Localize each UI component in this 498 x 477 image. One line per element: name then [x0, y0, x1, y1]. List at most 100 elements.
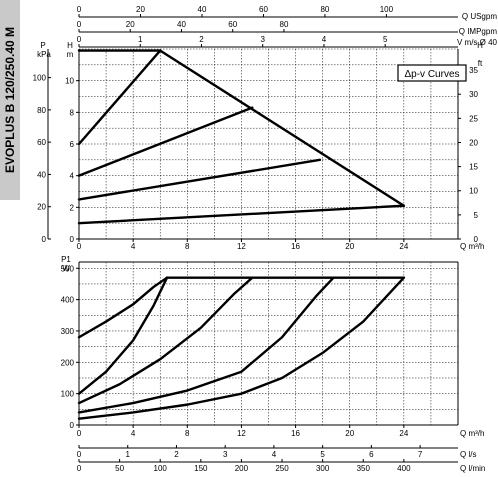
x-tick-label: 4: [131, 429, 136, 438]
x-tick-label: 24: [399, 242, 408, 251]
power-curve-3: [77, 276, 254, 405]
bottom-axis-tick-label: 2: [174, 450, 179, 459]
y-tick-label-kpa: 100: [33, 74, 47, 83]
bottom-axis-tick-label: 350: [357, 464, 371, 473]
bottom-axis-tick-label: 3: [223, 450, 228, 459]
x-axis-label: Q m³/h: [460, 242, 484, 251]
head-curve-1: [159, 49, 406, 207]
bottom-axis-tick-label: 100: [154, 464, 168, 473]
x-tick-label: 12: [237, 242, 246, 251]
bottom-axis-tick-label: 0: [77, 450, 82, 459]
y-tick-label-kpa: 20: [37, 203, 46, 212]
y-tick-label-ft: 25: [469, 114, 478, 123]
y-tick-label-m: 0: [70, 235, 75, 244]
y-tick-label-ft: 10: [469, 187, 478, 196]
y-tick-label-m: 4: [70, 172, 75, 181]
y-tick-label-m: 2: [70, 203, 75, 212]
top-axis-tick-label: 0: [77, 5, 82, 14]
head-curve-5: [77, 204, 406, 225]
y-tick-label-kpa: 40: [37, 170, 46, 179]
top-axis-tick-label: 40: [177, 20, 186, 29]
x-tick-label: 0: [77, 242, 82, 251]
head-chart-panel: 0 4 8 12 16 20 24 Q m³/h0246810020406080100PkPa…: [33, 5, 498, 251]
bottom-axis-tick-label: 200: [235, 464, 249, 473]
y-axis-label-w: W: [62, 264, 70, 273]
top-axis-tick-label: 1: [138, 35, 143, 44]
power-curve-5: [77, 276, 406, 420]
top-axis-tick-label: 0: [77, 35, 82, 44]
bottom-axis-tick-label: 6: [369, 450, 374, 459]
head-curve-2: [77, 49, 162, 146]
top-axis-tick-label: 20: [126, 20, 135, 29]
y-axis-label-kpa-unit: kPa: [37, 50, 51, 59]
y-tick-label-ft: 30: [469, 90, 478, 99]
y-tick-label-m: 6: [70, 140, 75, 149]
top-axis-tick-label: 2: [199, 35, 204, 44]
y-axis-label-ft-h: H: [477, 41, 483, 50]
top-axis-tick-label: 20: [136, 5, 145, 14]
bottom-axis-tick-label: 300: [316, 464, 330, 473]
x-tick-label: 16: [291, 429, 300, 438]
head-curve-3: [77, 106, 254, 177]
x-tick-label: 20: [345, 429, 354, 438]
top-axis-tick-label: 5: [383, 35, 388, 44]
y-tick-label-ft: 0: [474, 235, 479, 244]
y-tick-label-kpa: 60: [37, 138, 46, 147]
y-tick-label-m: 10: [65, 77, 74, 86]
y-tick-label-kpa: 80: [37, 106, 46, 115]
y-axis-label-p1: P1: [61, 255, 71, 264]
bottom-axis-tick-label: 4: [272, 450, 277, 459]
y-tick-label-ft: 20: [469, 138, 478, 147]
bottom-axis-tick-label: 50: [115, 464, 124, 473]
y-tick-label-ft: 35: [469, 66, 478, 75]
x-tick-label: 24: [399, 429, 408, 438]
y-tick-label-w: 500: [61, 264, 75, 273]
x-tick-label: 8: [185, 242, 190, 251]
top-axis-tick-label: 100: [380, 5, 394, 14]
top-axis-tick-label: 60: [228, 20, 237, 29]
bottom-axis-tick-label: 1: [126, 450, 131, 459]
y-tick-label-kpa: 0: [42, 235, 47, 244]
x-tick-label: 8: [185, 429, 190, 438]
x-tick-label: 12: [237, 429, 246, 438]
y-tick-label-w: 100: [61, 390, 75, 399]
y-tick-label-ft: 5: [474, 211, 479, 220]
y-axis-label-m-h: H: [67, 41, 73, 50]
y-tick-label-w: 400: [61, 296, 75, 305]
y-axis-label-kpa-p: P: [40, 41, 45, 50]
top-axis-tick-label: 40: [198, 5, 207, 14]
top-axis-tick-label: 0: [77, 20, 82, 29]
top-axis-label: Q IMPgpm: [459, 27, 498, 36]
bottom-axis-tick-label: 400: [397, 464, 411, 473]
top-axis-tick-label: 80: [280, 20, 289, 29]
bottom-axis-label: Q l/min: [460, 464, 485, 473]
bottom-axis-tick-label: 7: [418, 450, 423, 459]
x-tick-label: 0: [77, 429, 82, 438]
bottom-axis-tick-label: 250: [275, 464, 289, 473]
y-tick-label-w: 300: [61, 327, 75, 336]
top-axis-tick-label: 80: [320, 5, 329, 14]
top-axis-tick-label: 60: [259, 5, 268, 14]
top-axis-label: V m/s Ø 40: [457, 38, 498, 47]
y-tick-label-ft: 15: [469, 163, 478, 172]
side-title-band: [0, 0, 20, 200]
y-tick-label-m: 8: [70, 108, 75, 117]
bottom-axis-tick-label: 150: [194, 464, 208, 473]
legend-label: Δp-v Curves: [404, 69, 459, 80]
bottom-axis-label: Q l/s: [460, 450, 476, 459]
y-tick-label-w: 0: [70, 421, 75, 430]
power-curve-1: [77, 276, 169, 339]
bottom-axis-tick-label: 5: [320, 450, 325, 459]
top-axis-tick-label: 4: [322, 35, 327, 44]
power-curve-2: [77, 276, 169, 395]
bottom-axis-tick-label: 0: [77, 464, 82, 473]
x-tick-label: 4: [131, 242, 136, 251]
x-tick-label: 20: [345, 242, 354, 251]
top-axis-tick-label: 3: [260, 35, 265, 44]
x-tick-label: 16: [291, 242, 300, 251]
legend-box: [397, 64, 467, 82]
top-axis-label: Q USgpm: [462, 12, 497, 21]
y-axis-label-ft-unit: ft: [478, 59, 483, 68]
